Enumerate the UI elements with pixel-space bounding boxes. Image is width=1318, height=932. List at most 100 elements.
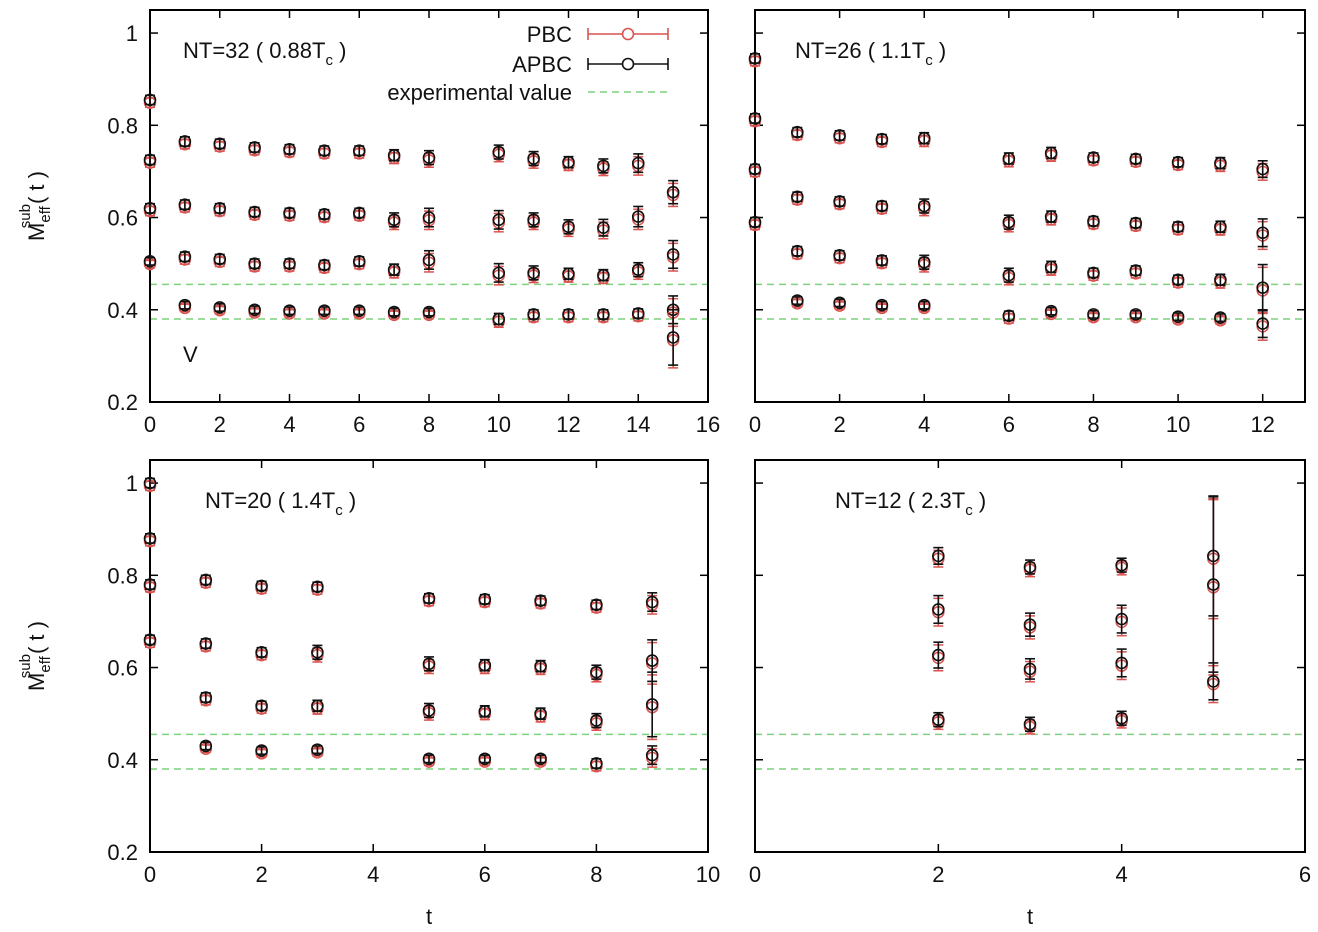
legend-marks: [587, 27, 669, 93]
apbc-point: [387, 213, 401, 227]
x-tick-label: 16: [696, 412, 720, 437]
legend: PBC APBC experimental value: [387, 22, 669, 105]
apbc-point: [562, 308, 575, 321]
y-tick-label: 0.8: [107, 563, 138, 588]
apbc-point: [833, 195, 846, 208]
apbc-point: [318, 304, 331, 317]
apbc-point: [1023, 662, 1037, 676]
apbc-point: [178, 198, 192, 211]
apbc-point: [387, 148, 401, 162]
apbc-point: [492, 145, 506, 159]
y-axis-label-sub: eff: [37, 205, 54, 222]
apbc-point: [178, 250, 192, 264]
apbc-point: [1044, 146, 1058, 160]
apbc-point: [422, 253, 436, 267]
channel-label: V: [183, 342, 198, 367]
x-tick-label: 6: [479, 862, 491, 887]
apbc-point: [631, 263, 645, 276]
panel-1: 0 2 4 6 8 10 12 14 16 0.2 0.4 0.6 0.8 1 NT=32 ( 0.88Tc…: [17, 9, 720, 437]
apbc-point: [597, 221, 610, 234]
x-tick-label: 4: [1116, 862, 1128, 887]
apbc-point: [562, 220, 575, 234]
panel-annotation-main: NT=26 ( 1.1T: [795, 38, 925, 63]
apbc-point: [143, 93, 157, 107]
apbc-point: [1171, 310, 1185, 323]
apbc-point: [143, 476, 157, 490]
apbc-point: [1002, 268, 1016, 282]
apbc-point: [666, 331, 680, 344]
panel-annotation: NT=12 ( 2.3Tc ): [835, 488, 986, 519]
apbc-point: [178, 135, 192, 148]
apbc-point: [1023, 560, 1037, 574]
y-axis-label: Meffsub( t ): [17, 171, 54, 241]
apbc-point: [1214, 273, 1227, 287]
x-axis-label: t: [1027, 904, 1033, 929]
apbc-point: [311, 699, 324, 713]
apbc-point: [255, 744, 268, 757]
apbc-point: [645, 654, 659, 667]
apbc-point: [311, 580, 324, 594]
apbc-point: [1129, 152, 1143, 166]
apbc-point: [213, 202, 227, 215]
apbc-point: [932, 713, 945, 726]
apbc-point: [283, 206, 296, 220]
apbc-point: [590, 665, 603, 679]
y-tick-label: 0.4: [107, 748, 138, 773]
apbc-point: [1129, 216, 1143, 230]
apbc-point: [791, 244, 804, 258]
panel-annotation-tail: ): [933, 38, 946, 63]
apbc-point: [248, 141, 261, 154]
apbc-point: [534, 659, 547, 673]
apbc-point: [590, 598, 603, 612]
apbc-point: [1044, 304, 1058, 318]
apbc-point: [248, 257, 261, 270]
apbc-point: [387, 263, 401, 276]
apbc-point: [597, 268, 610, 282]
apbc-point: [143, 153, 157, 167]
x-tick-label: 4: [283, 412, 295, 437]
plot-frame: [149, 459, 709, 853]
y-axis-label-sup: sub: [17, 654, 34, 678]
apbc-point: [422, 211, 436, 224]
y-tick-label: 0.2: [107, 840, 138, 865]
apbc-point: [255, 579, 268, 593]
y-tick-label: 0.6: [107, 206, 138, 231]
apbc-point: [1087, 266, 1100, 280]
x-tick-label: 10: [696, 862, 720, 887]
x-tick-label: 8: [423, 412, 435, 437]
apbc-point: [534, 752, 547, 766]
apbc-point: [318, 258, 331, 272]
x-tick-label: 8: [590, 862, 602, 887]
apbc-point: [422, 657, 436, 671]
y-tick-label: 0.6: [107, 656, 138, 681]
panel-annotation: NT=26 ( 1.1Tc ): [795, 38, 946, 69]
apbc-point: [1044, 260, 1058, 274]
apbc-point: [248, 205, 261, 219]
apbc-point: [590, 714, 603, 727]
legend-label-exp: experimental value: [387, 80, 572, 105]
apbc-point: [645, 595, 659, 609]
apbc-point: [527, 213, 540, 227]
apbc-point: [311, 743, 324, 756]
apbc-point: [213, 137, 227, 151]
apbc-point: [199, 739, 213, 753]
apbc-point: [932, 549, 945, 563]
apbc-point: [1115, 711, 1128, 725]
apbc-point: [213, 301, 227, 314]
apbc-point: [352, 206, 366, 220]
x-axis-label: t: [426, 904, 432, 929]
apbc-point: [631, 210, 645, 223]
apbc-point: [1256, 281, 1269, 294]
apbc-point: [143, 202, 157, 215]
x-tick-label: 0: [749, 412, 761, 437]
panel-annotation-sub: c: [335, 502, 343, 519]
panel-annotation: NT=32 ( 0.88Tc ): [183, 38, 346, 69]
panel-4: 0 2 4 6 NT=12 ( 2.3Tc ) t: [749, 459, 1311, 929]
apbc-point: [1256, 162, 1269, 176]
apbc-point: [1171, 155, 1185, 169]
apbc-point: [1171, 220, 1185, 234]
apbc-point: [1087, 214, 1100, 228]
apbc-point: [917, 199, 931, 213]
apbc-point: [917, 131, 931, 145]
